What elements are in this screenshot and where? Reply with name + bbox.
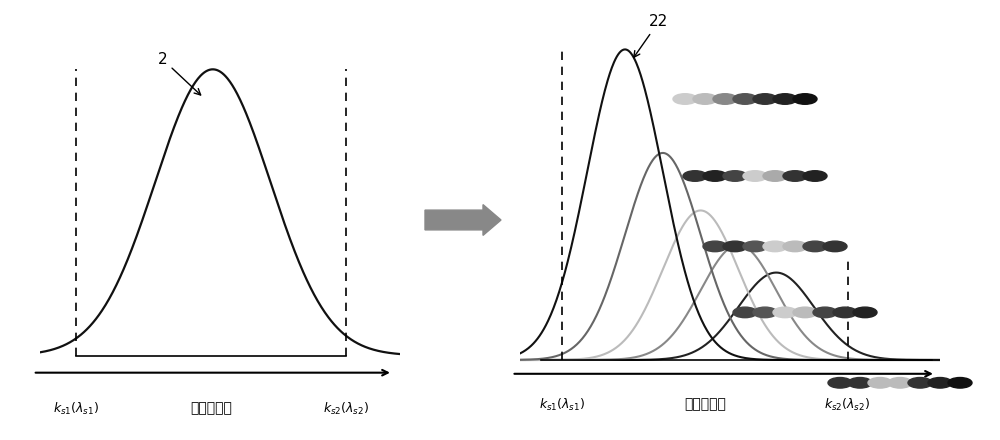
Text: 2: 2 <box>158 51 201 95</box>
Text: $k_{s1}(\lambda_{s1})$: $k_{s1}(\lambda_{s1})$ <box>53 401 99 418</box>
Text: 波数或波长: 波数或波长 <box>190 401 232 415</box>
Text: 22: 22 <box>634 15 668 57</box>
Text: 波数或波长: 波数或波长 <box>684 397 726 411</box>
Text: $k_{s2}(\lambda_{s2})$: $k_{s2}(\lambda_{s2})$ <box>824 397 871 413</box>
Text: $k_{s1}(\lambda_{s1})$: $k_{s1}(\lambda_{s1})$ <box>539 397 585 413</box>
Text: $k_{s2}(\lambda_{s2})$: $k_{s2}(\lambda_{s2})$ <box>323 401 369 418</box>
